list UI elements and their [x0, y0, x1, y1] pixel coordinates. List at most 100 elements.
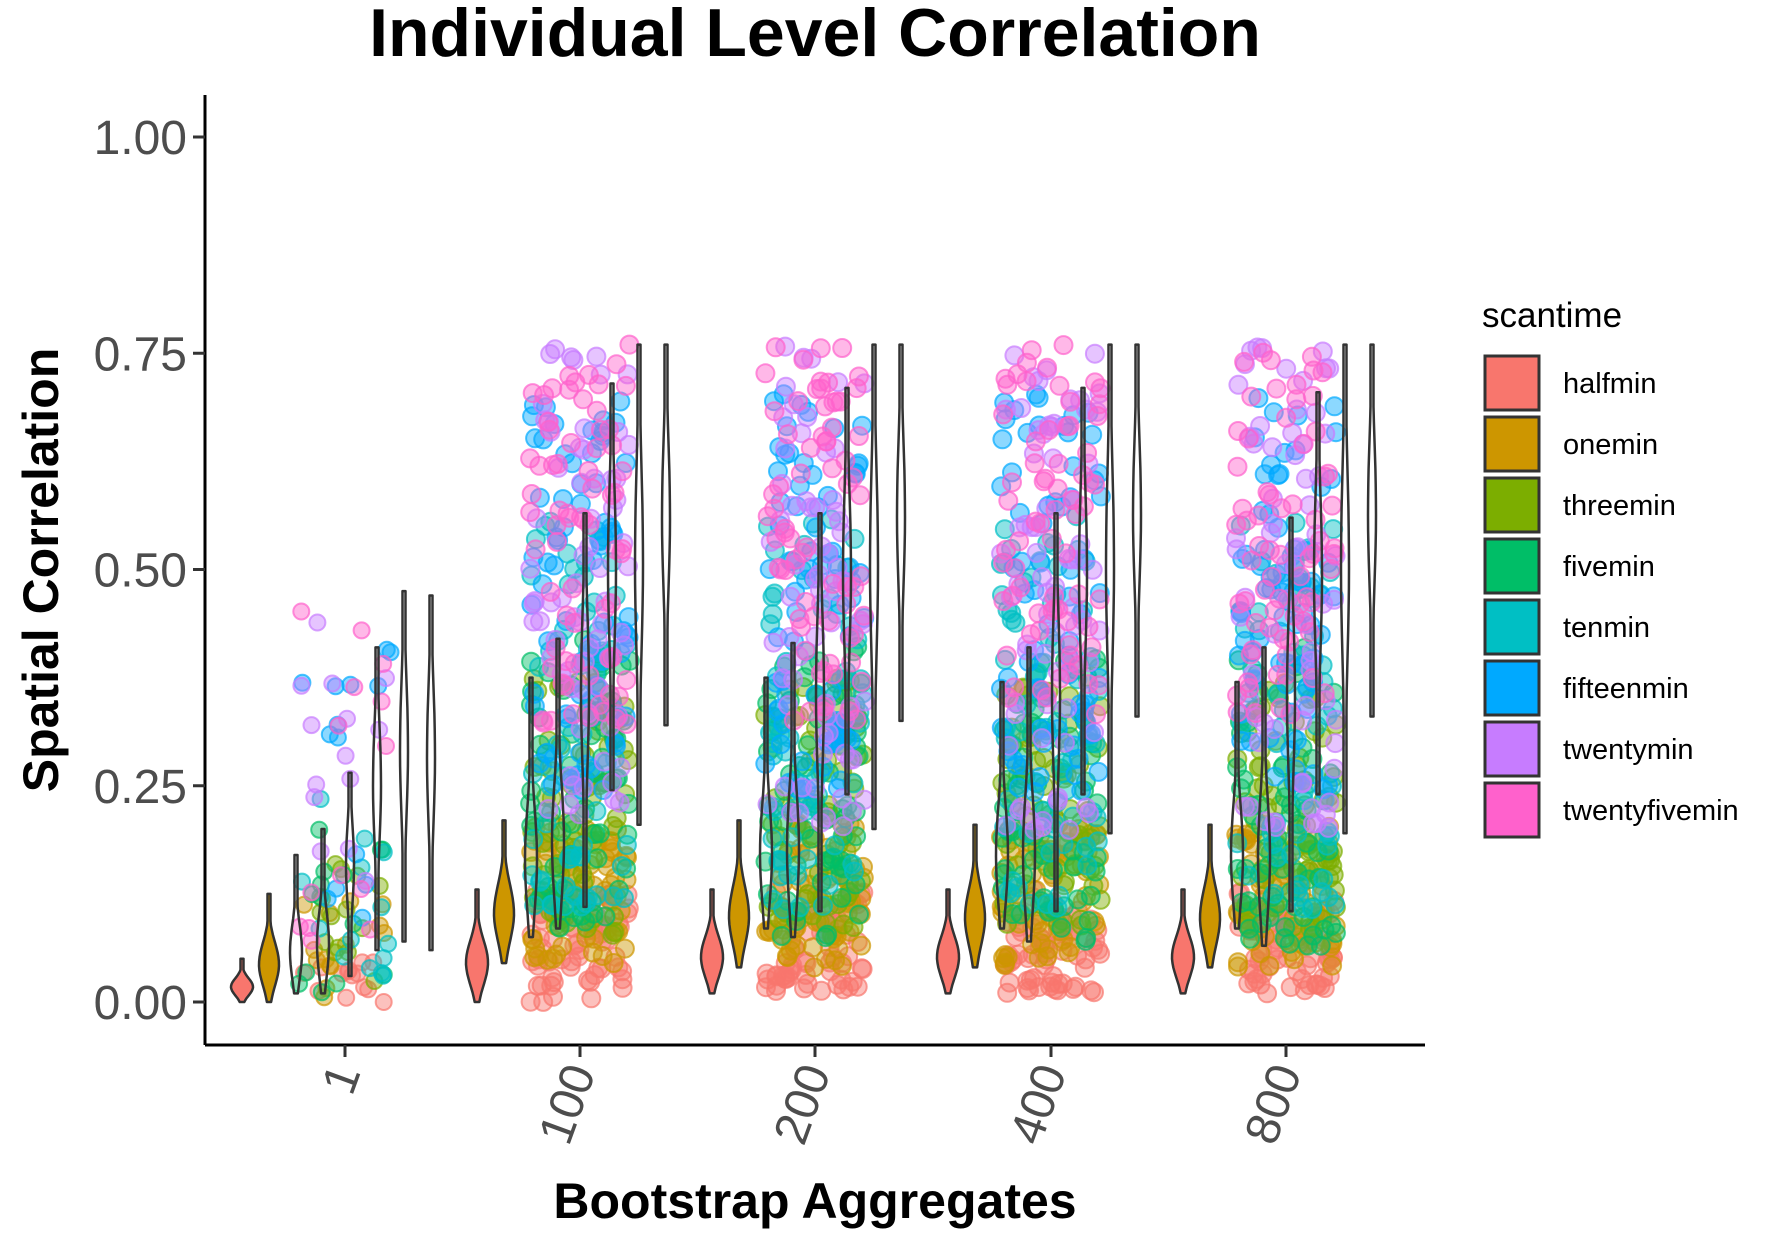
data-point — [605, 733, 626, 754]
legend-key-twentymin — [1483, 720, 1541, 778]
data-point — [559, 379, 580, 400]
data-point — [1292, 772, 1313, 793]
data-point — [848, 426, 869, 446]
data-point — [842, 854, 863, 875]
data-point — [336, 746, 355, 765]
data-point — [768, 557, 789, 578]
data-point — [524, 683, 545, 704]
data-point — [610, 622, 631, 643]
data-point — [764, 498, 785, 519]
data-point — [595, 906, 616, 927]
data-point — [1037, 357, 1058, 378]
data-point — [1280, 704, 1301, 725]
data-point — [541, 894, 562, 915]
data-point — [1324, 396, 1345, 417]
data-point — [1313, 869, 1334, 889]
data-point — [618, 607, 639, 628]
data-point — [831, 887, 852, 908]
data-point — [837, 474, 858, 494]
data-point — [1267, 847, 1288, 868]
data-point — [777, 424, 798, 445]
data-point — [765, 337, 786, 358]
data-point — [614, 938, 635, 959]
data-point — [788, 391, 809, 412]
y-axis-title: Spatial Correlation — [13, 348, 69, 793]
data-point — [1259, 540, 1280, 561]
legend-key-fifteenmin — [1483, 659, 1541, 717]
data-point — [993, 552, 1014, 573]
data-point — [603, 953, 624, 973]
data-point — [1084, 722, 1105, 743]
data-point — [578, 461, 599, 481]
data-point — [781, 802, 801, 823]
data-point — [816, 807, 837, 828]
data-point — [766, 980, 786, 1001]
data-point — [302, 883, 321, 902]
data-point — [570, 743, 591, 764]
data-point — [1051, 917, 1072, 938]
data-point — [1321, 915, 1342, 936]
data-point — [813, 895, 833, 916]
data-point — [538, 799, 559, 819]
data-point — [850, 485, 871, 506]
data-point — [553, 489, 573, 510]
data-point — [854, 691, 875, 712]
data-point — [992, 429, 1013, 450]
data-point — [556, 605, 577, 626]
data-point — [853, 605, 874, 626]
data-point — [789, 897, 810, 918]
data-point — [302, 716, 321, 735]
data-point — [804, 957, 825, 978]
data-point — [1310, 935, 1331, 956]
data-point — [1004, 677, 1025, 698]
data-point — [586, 801, 607, 822]
data-point — [1024, 968, 1044, 989]
data-point — [543, 748, 564, 769]
data-point — [825, 950, 846, 971]
data-point — [1029, 767, 1050, 787]
data-point — [537, 552, 558, 573]
data-point — [789, 609, 810, 629]
data-point — [616, 670, 637, 691]
data-point — [1268, 465, 1289, 486]
data-point — [521, 484, 542, 504]
data-point — [1240, 928, 1261, 949]
data-point — [563, 775, 584, 796]
data-point — [771, 926, 792, 946]
data-point — [520, 502, 541, 523]
data-point — [841, 652, 862, 673]
data-point — [780, 528, 801, 549]
data-point — [1287, 823, 1308, 844]
data-point — [833, 914, 854, 935]
data-point — [525, 539, 546, 560]
data-point — [564, 653, 585, 674]
data-point — [793, 542, 813, 563]
data-point — [547, 531, 567, 552]
data-point — [1078, 910, 1099, 931]
data-point — [617, 824, 638, 845]
data-point — [533, 712, 554, 733]
data-point — [618, 434, 639, 455]
data-point — [819, 653, 840, 674]
legend-label-halfmin: halfmin — [1563, 368, 1657, 400]
data-point — [795, 592, 816, 612]
data-point — [1325, 733, 1346, 754]
data-point — [601, 485, 622, 505]
data-point — [998, 490, 1019, 511]
data-point — [574, 418, 595, 439]
data-point — [292, 676, 311, 695]
data-point — [1076, 797, 1096, 818]
data-point — [832, 338, 853, 358]
data-point — [1059, 415, 1080, 436]
data-point — [606, 354, 627, 375]
data-point — [1254, 579, 1275, 600]
data-point — [1053, 335, 1074, 356]
data-point — [1292, 969, 1313, 990]
data-point — [830, 391, 851, 412]
data-point — [1293, 611, 1314, 632]
data-point — [612, 969, 633, 990]
data-point — [1302, 899, 1323, 919]
data-point — [1234, 796, 1255, 817]
data-point — [775, 376, 796, 397]
